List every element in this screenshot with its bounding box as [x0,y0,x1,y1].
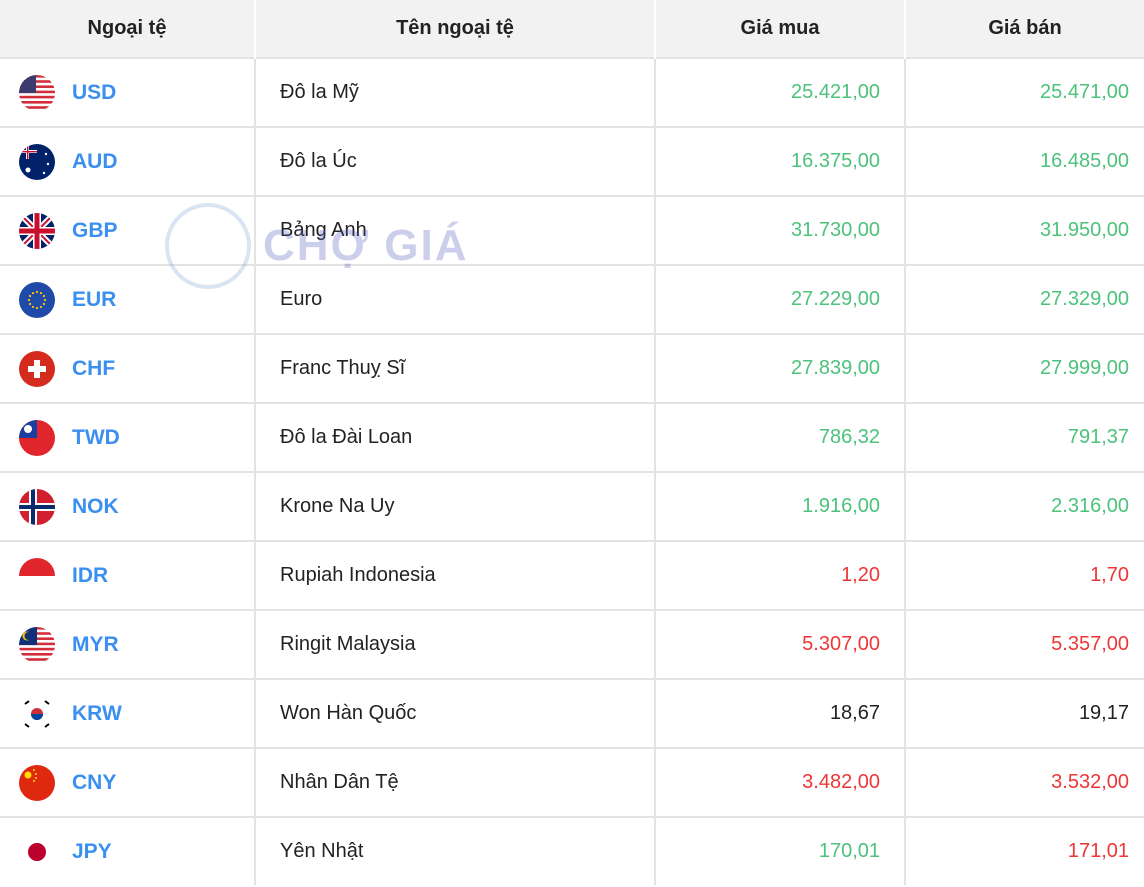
buy-price: 27.229,00 [655,264,906,334]
sell-price: 171,01 [905,816,1144,885]
buy-price: 25.421,00 [655,57,906,127]
currency-name: Euro [255,264,656,334]
ch-flag-icon [19,350,55,387]
currency-code-link[interactable]: IDR [72,563,109,587]
header-code[interactable]: Ngoại tệ [0,0,256,58]
currency-code-link[interactable]: CNY [72,770,117,794]
table-header: Ngoại tệ Tên ngoại tệ Giá mua Giá bán [0,0,1144,58]
table-row: KRW Won Hàn Quốc 18,67 19,17 [0,678,1144,748]
buy-price: 786,32 [655,402,906,472]
sell-price: 27.329,00 [905,264,1144,334]
currency-code-link[interactable]: KRW [72,701,122,725]
currency-name: Franc Thuỵ Sĩ [255,333,656,403]
buy-price: 1.916,00 [655,471,906,541]
sell-price: 27.999,00 [905,333,1144,403]
currency-name: Ringit Malaysia [255,609,656,679]
currency-code-link[interactable]: AUD [72,149,118,173]
au-flag-icon [19,143,55,180]
currency-code-link[interactable]: TWD [72,425,120,449]
sell-price: 5.357,00 [905,609,1144,679]
table-row: MYR Ringit Malaysia 5.307,00 5.357,00 [0,609,1144,679]
header-sell[interactable]: Giá bán [905,0,1144,58]
currency-name: Yên Nhật [255,816,656,885]
table-row: GBP Bảng Anh 31.730,00 31.950,00 [0,195,1144,265]
currency-cell: USD [0,57,256,127]
sell-price: 3.532,00 [905,747,1144,817]
currency-cell: KRW [0,678,256,748]
currency-cell: GBP [0,195,256,265]
sell-price: 25.471,00 [905,57,1144,127]
currency-cell: CNY [0,747,256,817]
header-buy[interactable]: Giá mua [655,0,906,58]
sell-price: 19,17 [905,678,1144,748]
my-flag-icon [19,626,55,663]
table-row: EUR Euro 27.229,00 27.329,00 [0,264,1144,334]
sell-price: 1,70 [905,540,1144,610]
currency-name: Đô la Mỹ [255,57,656,127]
table-row: USD Đô la Mỹ 25.421,00 25.471,00 [0,57,1144,127]
buy-price: 27.839,00 [655,333,906,403]
buy-price: 1,20 [655,540,906,610]
gb-flag-icon [19,212,55,249]
currency-code-link[interactable]: CHF [72,356,116,380]
kr-flag-icon [19,695,55,732]
currency-cell: MYR [0,609,256,679]
buy-price: 18,67 [655,678,906,748]
currency-code-link[interactable]: NOK [72,494,119,518]
currency-name: Nhân Dân Tệ [255,747,656,817]
sell-price: 31.950,00 [905,195,1144,265]
table-row: CNY Nhân Dân Tệ 3.482,00 3.532,00 [0,747,1144,817]
currency-name: Won Hàn Quốc [255,678,656,748]
table-row: IDR Rupiah Indonesia 1,20 1,70 [0,540,1144,610]
header-name[interactable]: Tên ngoại tệ [255,0,656,58]
currency-cell: JPY [0,816,256,885]
currency-code-link[interactable]: JPY [72,839,112,863]
currency-cell: EUR [0,264,256,334]
table-row: NOK Krone Na Uy 1.916,00 2.316,00 [0,471,1144,541]
sell-price: 791,37 [905,402,1144,472]
eu-flag-icon [19,281,55,318]
buy-price: 16.375,00 [655,126,906,196]
currency-name: Krone Na Uy [255,471,656,541]
buy-price: 31.730,00 [655,195,906,265]
currency-cell: NOK [0,471,256,541]
currency-code-link[interactable]: EUR [72,287,117,311]
currency-name: Bảng Anh [255,195,656,265]
tw-flag-icon [19,419,55,456]
currency-name: Đô la Đài Loan [255,402,656,472]
currency-code-link[interactable]: GBP [72,218,118,242]
buy-price: 5.307,00 [655,609,906,679]
currency-cell: TWD [0,402,256,472]
table-row: CHF Franc Thuỵ Sĩ 27.839,00 27.999,00 [0,333,1144,403]
currency-cell: CHF [0,333,256,403]
cn-flag-icon [19,764,55,801]
currency-name: Đô la Úc [255,126,656,196]
buy-price: 170,01 [655,816,906,885]
no-flag-icon [19,488,55,525]
sell-price: 16.485,00 [905,126,1144,196]
currency-code-link[interactable]: USD [72,80,117,104]
currency-cell: IDR [0,540,256,610]
us-flag-icon [19,74,55,111]
currency-cell: AUD [0,126,256,196]
table-row: JPY Yên Nhật 170,01 171,01 [0,816,1144,885]
id-flag-icon [19,557,55,594]
currency-name: Rupiah Indonesia [255,540,656,610]
jp-flag-icon [19,833,55,870]
currency-code-link[interactable]: MYR [72,632,119,656]
table-row: TWD Đô la Đài Loan 786,32 791,37 [0,402,1144,472]
sell-price: 2.316,00 [905,471,1144,541]
table-row: AUD Đô la Úc 16.375,00 16.485,00 [0,126,1144,196]
buy-price: 3.482,00 [655,747,906,817]
